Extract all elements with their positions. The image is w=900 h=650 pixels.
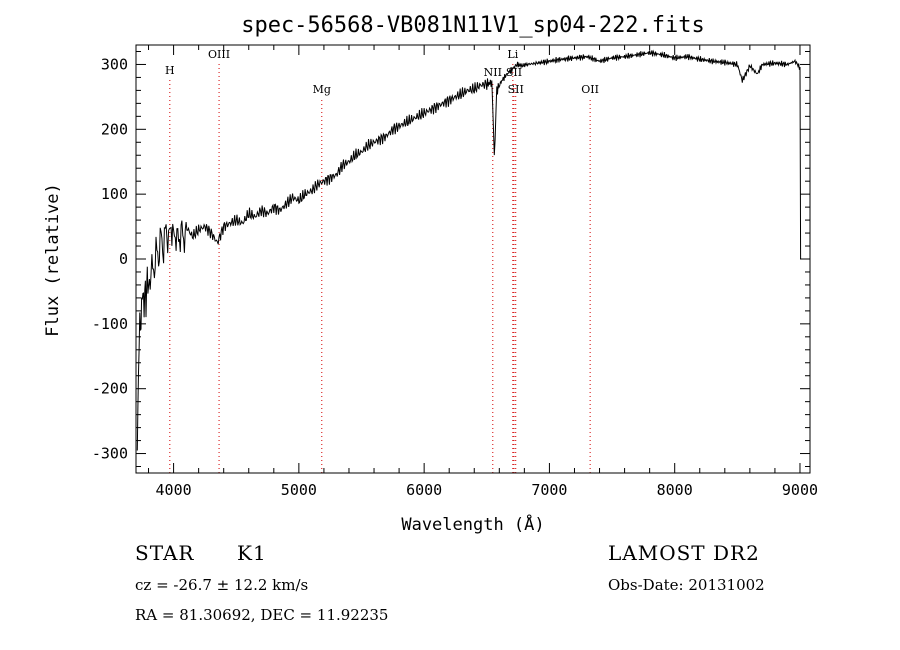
x-tick-label: 6000 (406, 481, 442, 499)
y-tick-label: -300 (92, 445, 128, 463)
y-axis-label: Flux (relative) (43, 183, 63, 337)
survey-name: LAMOST DR2 (608, 541, 760, 565)
line-label-h: H (165, 64, 175, 77)
y-tick-label: 200 (101, 120, 128, 138)
x-tick-label: 7000 (531, 481, 567, 499)
line-label-li: Li (507, 48, 518, 61)
spectrum-line (136, 49, 802, 451)
line-label-mg: Mg (313, 83, 331, 96)
coordinates: RA = 81.30692, DEC = 11.92235 (135, 606, 389, 624)
line-label-sii: SII (508, 83, 524, 96)
x-tick-label: 8000 (657, 481, 693, 499)
chart-title: spec-56568-VB081N11V1_sp04-222.fits (241, 13, 705, 38)
line-label-nii: NII (484, 66, 502, 79)
object-class: STAR (135, 541, 195, 565)
y-tick-label: -200 (92, 380, 128, 398)
redshift-cz: cz = -26.7 ± 12.2 km/s (135, 576, 309, 594)
x-tick-label: 9000 (782, 481, 818, 499)
line-label-oiii: OIII (208, 48, 230, 61)
x-tick-label: 5000 (281, 481, 317, 499)
observation-date: Obs-Date: 20131002 (608, 576, 765, 594)
y-tick-label: 0 (119, 250, 128, 268)
y-tick-label: 100 (101, 185, 128, 203)
y-tick-label: 300 (101, 55, 128, 73)
x-axis-label: Wavelength (Å) (401, 513, 544, 535)
y-tick-label: -100 (92, 315, 128, 333)
object-subclass: K1 (237, 541, 267, 565)
x-tick-label: 4000 (156, 481, 192, 499)
plot-frame (135, 44, 811, 474)
axis-ticks: 4000 5000 6000 7000 8000 9000 -300 -200 -100 0 100… (92, 45, 818, 499)
line-label-oii: OII (581, 83, 599, 96)
